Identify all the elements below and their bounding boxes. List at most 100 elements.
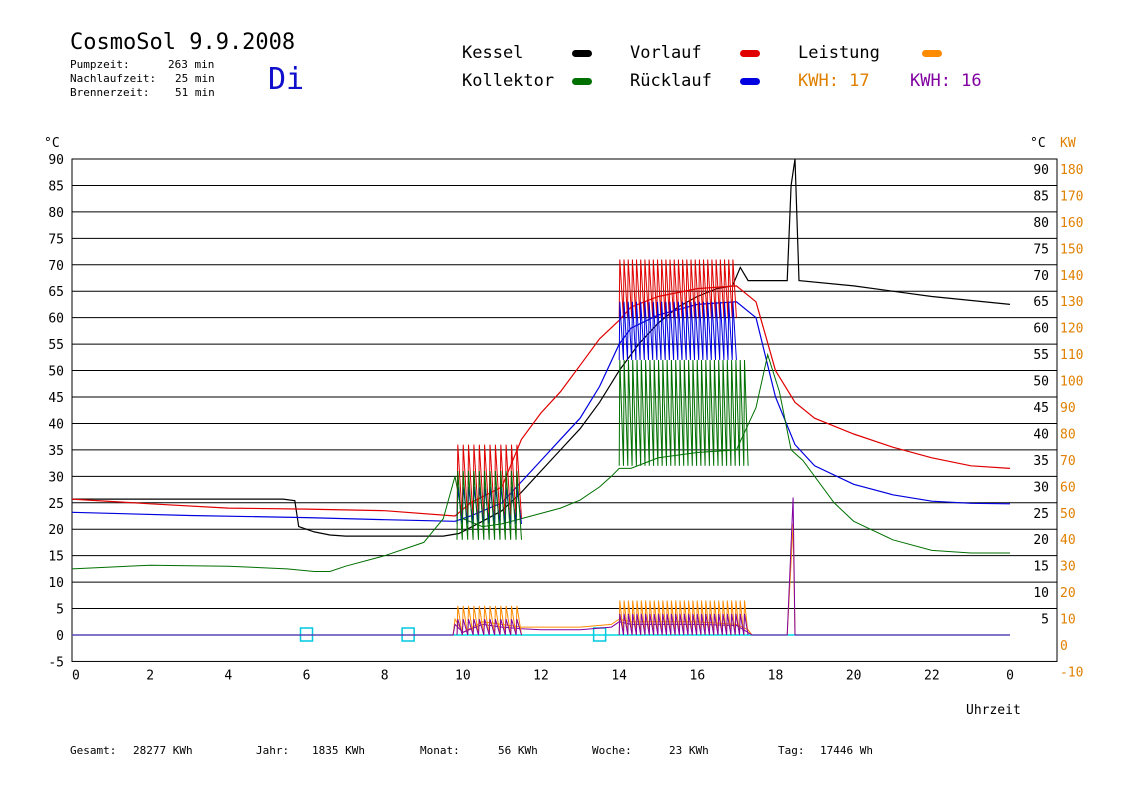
y-tick-left: 20 xyxy=(48,523,64,538)
legend-label-leistung: Leistung xyxy=(798,43,880,63)
spike-series-leistung xyxy=(618,600,749,636)
legend-label-kessel: Kessel xyxy=(462,43,524,63)
stat-pumpzeit-value: 263 min xyxy=(168,58,215,71)
y-tick-right: 55 xyxy=(1033,348,1049,363)
spike-series-vorlauf xyxy=(456,444,522,519)
footer-monat-value: 56 KWh xyxy=(498,744,538,757)
series-line-kessel xyxy=(72,158,1011,537)
y-tick-right: 30 xyxy=(1033,480,1049,495)
y-tick-right: 70 xyxy=(1033,269,1049,284)
footer-jahr-value: 1835 KWh xyxy=(312,744,365,757)
x-axis-label: Uhrzeit xyxy=(966,703,1021,718)
y-tick-power: 60 xyxy=(1060,480,1076,495)
footer-jahr-label: Jahr: xyxy=(256,744,290,757)
y-tick-power: 70 xyxy=(1060,454,1076,469)
y-tick-power: 40 xyxy=(1060,533,1076,548)
y-tick-right: 15 xyxy=(1033,560,1049,575)
series-line-rücklauf xyxy=(71,301,1011,522)
footer-gesamt-label: Gesamt: xyxy=(70,744,117,757)
y-tick-power: 140 xyxy=(1060,269,1083,284)
footer-woche-value: 23 KWh xyxy=(669,744,709,757)
spike-series-leistung xyxy=(456,605,522,636)
x-tick-label: 12 xyxy=(533,668,549,683)
y-tick-right: 65 xyxy=(1033,295,1049,310)
y-tick-power: 180 xyxy=(1060,163,1083,178)
y-tick-power: 50 xyxy=(1060,507,1076,522)
y-tick-left: 35 xyxy=(48,444,64,459)
page-title: CosmoSol 9.9.2008 xyxy=(70,30,296,55)
y-tick-power: 80 xyxy=(1060,427,1076,442)
legend-swatch-kollektor xyxy=(572,78,592,85)
x-tick-label: 14 xyxy=(611,668,627,683)
y-tick-right: 75 xyxy=(1033,242,1049,257)
y-tick-left: 75 xyxy=(48,232,64,247)
y-tick-right: 35 xyxy=(1033,454,1049,469)
y-tick-power: 120 xyxy=(1060,322,1083,337)
series-line-vorlauf xyxy=(71,285,1011,517)
series-line-kollektor xyxy=(71,352,1010,572)
y-tick-left: 85 xyxy=(48,179,64,194)
y-tick-right: 10 xyxy=(1033,586,1049,601)
y-tick-right: 5 xyxy=(1041,613,1049,628)
plot-frame xyxy=(71,158,1058,662)
kwh-leistung: KWH: 17 xyxy=(798,71,870,91)
y-tick-left: 55 xyxy=(48,338,64,353)
y-tick-power: 10 xyxy=(1060,613,1076,628)
stat-pumpzeit-label: Pumpzeit: xyxy=(70,58,130,71)
kwh-pumpe: KWH: 16 xyxy=(910,71,982,91)
y-tick-left: 25 xyxy=(48,497,64,512)
legend-swatch-leistung xyxy=(922,50,942,57)
y-axis-unit-left: °C xyxy=(44,136,60,151)
x-tick-label: 8 xyxy=(381,668,389,683)
y-tick-power: 20 xyxy=(1060,586,1076,601)
stat-brennerzeit-label: Brennerzeit: xyxy=(70,86,150,99)
y-tick-right: 45 xyxy=(1033,401,1049,416)
y-tick-power: 110 xyxy=(1060,348,1083,363)
x-tick-label: 20 xyxy=(846,668,862,683)
y-axis-unit-right: °C xyxy=(1030,136,1046,151)
y-tick-power: 160 xyxy=(1060,216,1083,231)
stat-nachlaufzeit-label: Nachlaufzeit: xyxy=(70,72,157,85)
y-tick-right: 90 xyxy=(1033,163,1049,178)
y-tick-power: 130 xyxy=(1060,295,1083,310)
y-tick-power: 150 xyxy=(1060,242,1083,257)
y-tick-left: 0 xyxy=(56,629,64,644)
spike-series-kollektor xyxy=(618,359,749,466)
spike-series-pumpe xyxy=(618,613,749,636)
y-tick-power: 90 xyxy=(1060,401,1076,416)
y-tick-right: 85 xyxy=(1033,189,1049,204)
x-tick-label: 4 xyxy=(224,668,232,683)
spike-series-pumpe xyxy=(456,618,522,636)
y-tick-left: 50 xyxy=(48,365,64,380)
y-tick-right: 25 xyxy=(1033,507,1049,522)
x-tick-label: 6 xyxy=(303,668,311,683)
y-tick-left: 30 xyxy=(48,470,64,485)
y-tick-power: 100 xyxy=(1060,375,1083,390)
footer-monat-label: Monat: xyxy=(420,744,460,757)
x-tick-label: 10 xyxy=(455,668,471,683)
y-tick-left: 70 xyxy=(48,259,64,274)
y-tick-left: 40 xyxy=(48,417,64,432)
y-tick-left: 10 xyxy=(48,576,64,591)
y-tick-power: -10 xyxy=(1060,665,1083,680)
x-tick-label: 0 xyxy=(1006,668,1014,683)
y-tick-left: 80 xyxy=(48,206,64,221)
spike-series-vorlauf xyxy=(618,259,737,318)
y-tick-power: 0 xyxy=(1060,639,1068,654)
y-tick-left: 5 xyxy=(56,603,64,618)
series-line-leistung xyxy=(72,523,1010,636)
x-tick-label: 18 xyxy=(768,668,784,683)
footer-woche-label: Woche: xyxy=(592,744,632,757)
x-tick-label: 22 xyxy=(924,668,940,683)
y-tick-left: 15 xyxy=(48,550,64,565)
y-tick-left: 60 xyxy=(48,312,64,327)
x-tick-label: 16 xyxy=(690,668,706,683)
weekday-label: Di xyxy=(268,62,305,97)
y-axis-unit-power: KW xyxy=(1060,136,1076,151)
y-tick-left: -5 xyxy=(48,655,64,670)
y-tick-power: 170 xyxy=(1060,189,1083,204)
spike-series-rücklauf xyxy=(618,301,737,361)
y-tick-left: 90 xyxy=(48,153,64,168)
y-tick-right: 50 xyxy=(1033,375,1049,390)
